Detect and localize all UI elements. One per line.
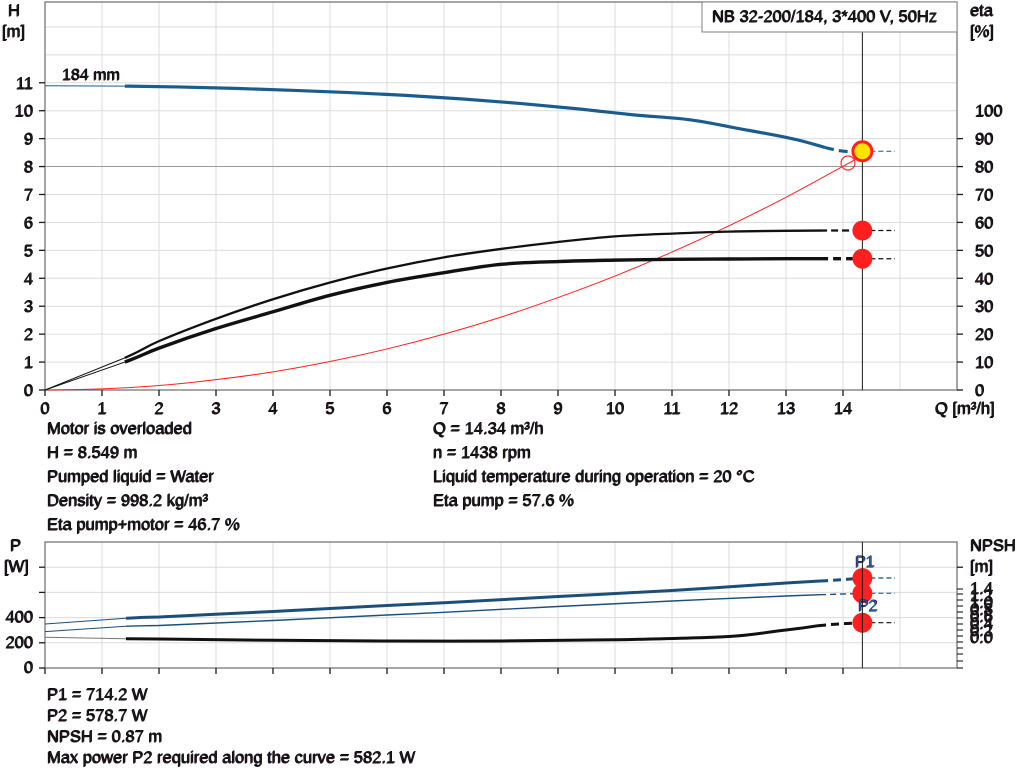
svg-text:0: 0: [24, 382, 33, 400]
svg-text:[m]: [m]: [2, 23, 25, 41]
svg-text:2: 2: [154, 400, 163, 418]
svg-text:11: 11: [16, 75, 33, 93]
svg-text:10: 10: [975, 354, 993, 372]
svg-text:NPSH: NPSH: [970, 537, 1016, 555]
svg-text:0: 0: [40, 400, 49, 418]
svg-text:90: 90: [975, 131, 993, 149]
svg-text:1: 1: [24, 354, 33, 372]
svg-text:12: 12: [720, 400, 738, 418]
svg-text:50: 50: [975, 242, 993, 260]
svg-text:3: 3: [24, 298, 33, 316]
svg-text:0: 0: [975, 382, 984, 400]
svg-text:1: 1: [97, 400, 106, 418]
svg-text:NPSH = 0.87 m: NPSH = 0.87 m: [47, 728, 162, 746]
svg-text:100: 100: [975, 103, 1003, 121]
svg-text:9: 9: [553, 400, 562, 418]
svg-text:10: 10: [606, 400, 624, 418]
svg-text:Max power P2 required along th: Max power P2 required along the curve = …: [47, 749, 416, 767]
svg-text:184 mm: 184 mm: [62, 67, 120, 84]
svg-text:Eta pump = 57.6 %: Eta pump = 57.6 %: [433, 492, 574, 510]
svg-text:200: 200: [5, 634, 33, 652]
svg-text:P1 = 714.2 W: P1 = 714.2 W: [47, 686, 148, 704]
svg-text:9: 9: [24, 131, 33, 149]
svg-text:P2: P2: [858, 598, 878, 615]
svg-text:P: P: [10, 537, 21, 555]
svg-text:Motor is overloaded: Motor is overloaded: [47, 420, 192, 438]
svg-text:7: 7: [439, 400, 448, 418]
svg-text:Density = 998.2 kg/m³: Density = 998.2 kg/m³: [47, 492, 208, 510]
svg-text:P2 = 578.7 W: P2 = 578.7 W: [47, 707, 148, 725]
svg-text:7: 7: [24, 186, 33, 204]
svg-text:eta: eta: [970, 2, 994, 20]
svg-text:30: 30: [975, 298, 993, 316]
svg-text:4: 4: [268, 400, 277, 418]
svg-text:Q [m³/h]: Q [m³/h]: [935, 400, 995, 418]
svg-text:8: 8: [24, 159, 33, 177]
svg-text:P1: P1: [855, 554, 875, 571]
svg-text:0: 0: [24, 659, 33, 677]
svg-text:[W]: [W]: [4, 558, 29, 576]
svg-text:80: 80: [975, 159, 993, 177]
svg-text:Pumped liquid = Water: Pumped liquid = Water: [47, 468, 214, 486]
svg-text:4: 4: [24, 270, 33, 288]
svg-text:2: 2: [24, 326, 33, 344]
svg-text:Q = 14.34 m³/h: Q = 14.34 m³/h: [433, 420, 544, 438]
svg-text:[m]: [m]: [970, 558, 993, 576]
svg-text:11: 11: [663, 400, 680, 418]
svg-text:20: 20: [975, 326, 993, 344]
svg-text:40: 40: [975, 270, 993, 288]
svg-text:13: 13: [777, 400, 795, 418]
svg-text:Eta pump+motor = 46.7 %: Eta pump+motor = 46.7 %: [47, 516, 240, 534]
svg-text:5: 5: [325, 400, 334, 418]
svg-text:60: 60: [975, 214, 993, 232]
svg-text:8: 8: [496, 400, 505, 418]
svg-text:3: 3: [211, 400, 220, 418]
svg-text:6: 6: [24, 214, 33, 232]
svg-text:10: 10: [15, 103, 33, 121]
svg-text:400: 400: [5, 609, 33, 627]
svg-text:H: H: [8, 2, 20, 20]
svg-text:H = 8.549 m: H = 8.549 m: [47, 444, 137, 462]
svg-text:5: 5: [24, 242, 33, 260]
svg-text:14: 14: [834, 400, 852, 418]
svg-text:NB 32-200/184, 3*400 V, 50Hz: NB 32-200/184, 3*400 V, 50Hz: [712, 8, 937, 26]
svg-text:70: 70: [975, 186, 993, 204]
svg-text:n = 1438 rpm: n = 1438 rpm: [433, 444, 531, 462]
svg-text:[%]: [%]: [970, 23, 994, 41]
svg-text:6: 6: [382, 400, 391, 418]
svg-text:0.0: 0.0: [970, 629, 993, 647]
svg-text:Liquid temperature during oper: Liquid temperature during operation = 20…: [433, 468, 755, 486]
